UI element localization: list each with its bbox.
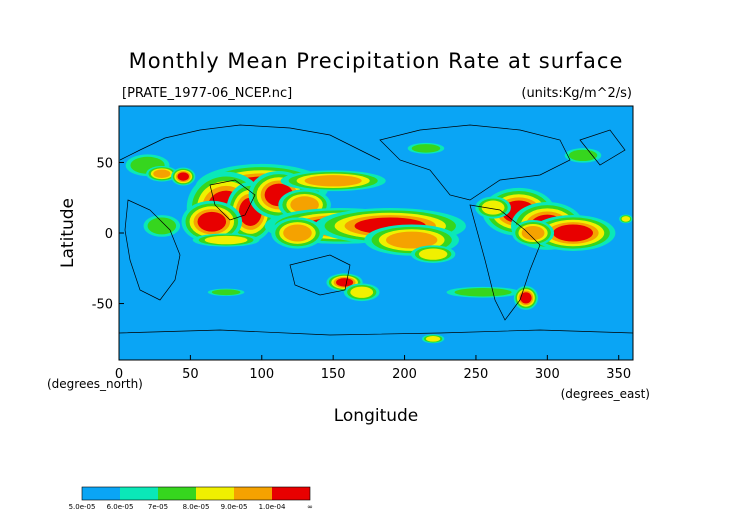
precip-level-5: [553, 224, 594, 242]
precip-region-30: [619, 214, 633, 224]
colorbar-swatch: [82, 487, 120, 500]
colorbar-tick-label: 7e-05: [148, 503, 168, 511]
precip-region-12: [271, 217, 324, 249]
precip-level-4: [283, 224, 312, 242]
precip-region-21: [512, 220, 555, 246]
x-tick-label: 300: [535, 367, 560, 382]
precip-level-2: [411, 144, 441, 153]
plot-area: [118, 105, 634, 361]
precip-region-14: [143, 215, 181, 237]
colorbar-labels: 5.0e-05 6.0e-05 7e-05 8.0e-05 9.0e-05 1.0e-04…: [69, 503, 313, 511]
y-tick-label: 0: [105, 227, 113, 242]
precip-region-20: [530, 215, 616, 251]
colorbar-swatch: [234, 487, 272, 500]
precip-level-4: [304, 175, 362, 187]
x-unit-label: (degrees_east): [561, 387, 650, 401]
precip-region-4: [181, 200, 243, 243]
colorbar-tick-label: 1.0e-04: [259, 503, 286, 511]
precip-level-5: [177, 172, 189, 181]
colorbar-swatch: [196, 487, 234, 500]
x-tick-label: 100: [249, 367, 274, 382]
precip-region-16: [146, 165, 178, 182]
x-tick-label: 150: [321, 367, 346, 382]
colorbar-tick-label: 6.0e-05: [107, 503, 134, 511]
colorbar-tick-label: 9.0e-05: [221, 503, 248, 511]
precip-region-27: [513, 285, 539, 310]
precip-level-5: [520, 292, 532, 304]
x-tick-label: 0: [115, 367, 123, 382]
precip-regions: [125, 142, 633, 344]
y-axis-label: Latitude: [58, 198, 78, 268]
precip-level-2: [568, 149, 598, 162]
precip-region-29: [564, 148, 602, 163]
precip-level-4: [521, 225, 545, 241]
y-tick-label: -50: [92, 298, 113, 313]
colorbar-tick-label: 8.0e-05: [183, 503, 210, 511]
precip-level-5: [336, 278, 354, 287]
precip-region-26: [446, 286, 520, 298]
precip-region-11: [410, 245, 456, 263]
x-tick-label: 250: [464, 367, 489, 382]
precip-level-3: [425, 336, 441, 342]
precip-level-3: [350, 286, 374, 298]
y-unit-label: (degrees_north): [47, 377, 143, 391]
precip-region-17: [171, 167, 196, 186]
precip-region-13: [192, 233, 260, 247]
precip-region-6: [280, 170, 386, 192]
precip-region-28: [407, 142, 445, 154]
x-tick-label: 50: [182, 367, 199, 382]
x-axis-ticks: 0 50 100 150 200 250 300 350: [115, 355, 631, 382]
precip-level-5: [197, 211, 227, 232]
x-axis-label: Longitude: [334, 406, 419, 426]
precip-level-3: [204, 235, 248, 245]
y-tick-label: 50: [96, 156, 113, 171]
precip-region-23: [326, 273, 363, 292]
coastlines: [119, 124, 633, 336]
precip-region-25: [207, 288, 245, 296]
colorbar-swatch: [120, 487, 158, 500]
precip-level-4: [290, 196, 319, 214]
precip-level-4: [153, 169, 171, 178]
precip-level-3: [481, 200, 505, 215]
colorbar: [81, 486, 311, 501]
precip-region-24: [343, 283, 380, 302]
y-axis-ticks: 50 0 -50: [92, 156, 124, 313]
x-tick-label: 350: [606, 367, 631, 382]
precip-level-4: [385, 231, 438, 249]
source-label: [PRATE_1977-06_NCEP.nc]: [122, 86, 292, 101]
precip-level-3: [418, 248, 448, 260]
precip-level-2: [454, 288, 512, 297]
units-label: (units:Kg/m^2/s): [521, 86, 632, 101]
x-tick-label: 200: [392, 367, 417, 382]
colorbar-tick-label: 5.0e-05: [69, 503, 96, 511]
precip-level-2: [211, 289, 241, 296]
precip-region-31: [421, 334, 445, 344]
colorbar-swatch: [158, 487, 196, 500]
colorbar-frame: [81, 486, 311, 501]
precip-level-3: [621, 216, 631, 222]
chart-title: Monthly Mean Precipitation Rate at surfa…: [129, 49, 624, 73]
colorbar-tick-label: ∞: [307, 503, 313, 511]
precip-level-2: [147, 217, 177, 235]
colorbar-swatch: [272, 487, 310, 500]
precip-region-22: [475, 196, 511, 219]
